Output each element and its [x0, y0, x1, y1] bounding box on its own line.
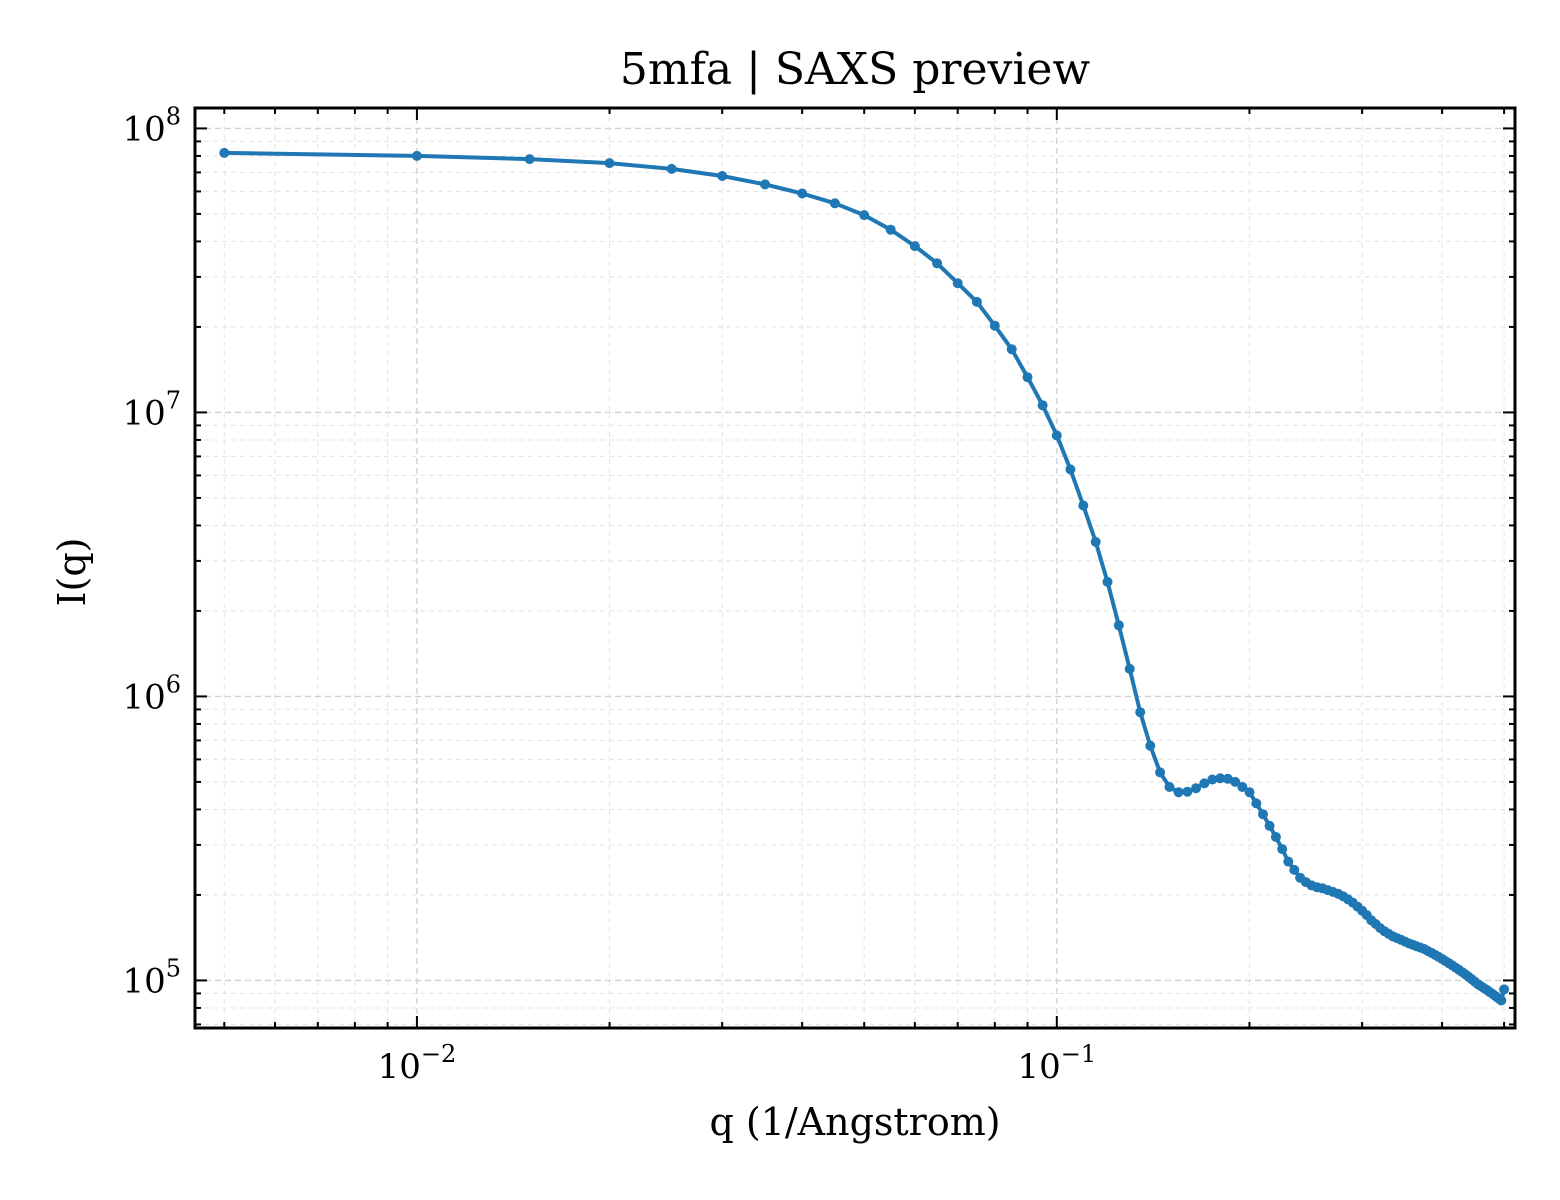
data-point [1215, 773, 1226, 784]
x-tick-labels: 10−2 10−1 [378, 1040, 1097, 1087]
data-point [1283, 856, 1294, 867]
y-tick-label: 108 [122, 102, 181, 149]
y-tick-base: 10 [122, 393, 165, 433]
data-point [1006, 344, 1017, 355]
x-tick-base: 10 [1017, 1047, 1060, 1087]
data-point [1499, 984, 1510, 995]
data-point [1251, 798, 1262, 809]
data-point [1145, 740, 1156, 751]
data-point [1207, 774, 1218, 785]
data-point [989, 320, 1000, 331]
data-point [971, 296, 982, 307]
x-tick-label: 10−2 [378, 1040, 457, 1087]
data-point [1244, 787, 1255, 798]
data-point [1102, 576, 1113, 587]
data-point [1289, 864, 1300, 875]
data-point [1182, 786, 1193, 797]
data-point [952, 278, 963, 289]
y-tick-label: 105 [122, 954, 181, 1001]
data-point [829, 198, 840, 209]
data-point [885, 224, 896, 235]
data-point [1496, 995, 1507, 1006]
x-tick-exponent: −1 [1061, 1040, 1096, 1068]
data-point [524, 154, 535, 165]
data-point [1258, 809, 1268, 820]
data-point [859, 210, 870, 221]
data-point [1270, 832, 1281, 842]
y-axis-label: I(q) [50, 538, 94, 607]
plot-frame [193, 106, 1517, 1030]
series-layer [219, 147, 1510, 1006]
data-point [1164, 782, 1175, 792]
data-point [909, 241, 920, 252]
series-markers [219, 147, 1510, 1006]
data-point [1037, 400, 1048, 411]
data-point [1155, 767, 1166, 778]
data-point [1199, 778, 1210, 789]
y-tick-label: 107 [122, 386, 181, 433]
data-point [1264, 820, 1275, 831]
y-tick-base: 10 [122, 109, 165, 149]
y-tick-exponent: 7 [166, 386, 181, 414]
y-tick-exponent: 8 [166, 102, 181, 130]
data-point [1078, 500, 1089, 511]
data-point [1124, 663, 1135, 674]
chart-title: 5mfa | SAXS preview [620, 44, 1091, 95]
x-tick-exponent: −2 [421, 1040, 456, 1068]
major-gridlines [195, 108, 1515, 1028]
data-point [666, 163, 677, 174]
y-tick-label: 106 [122, 670, 181, 717]
x-tick-label: 10−1 [1017, 1040, 1096, 1087]
data-point [1022, 372, 1033, 383]
data-point [932, 258, 943, 269]
data-point [1230, 776, 1241, 787]
data-point [717, 171, 728, 181]
data-point [1277, 844, 1288, 855]
y-tick-base: 10 [122, 961, 165, 1001]
data-point [760, 179, 771, 190]
y-tick-exponent: 6 [166, 670, 181, 698]
data-point [219, 147, 230, 158]
data-point [604, 158, 615, 169]
y-tick-base: 10 [122, 677, 165, 717]
minor-gridlines [195, 108, 1515, 1028]
data-point [1135, 707, 1146, 718]
data-point [1173, 787, 1184, 798]
data-point [1065, 464, 1076, 475]
data-point [411, 150, 422, 161]
data-point [1113, 620, 1124, 631]
data-point [797, 188, 808, 199]
data-point [1090, 536, 1101, 547]
x-axis-label: q (1/Angstrom) [709, 1100, 1000, 1144]
data-point [1191, 783, 1201, 794]
data-point [1237, 782, 1248, 792]
y-tick-exponent: 5 [166, 954, 181, 982]
x-tick-base: 10 [378, 1047, 421, 1087]
data-point [1051, 430, 1062, 441]
